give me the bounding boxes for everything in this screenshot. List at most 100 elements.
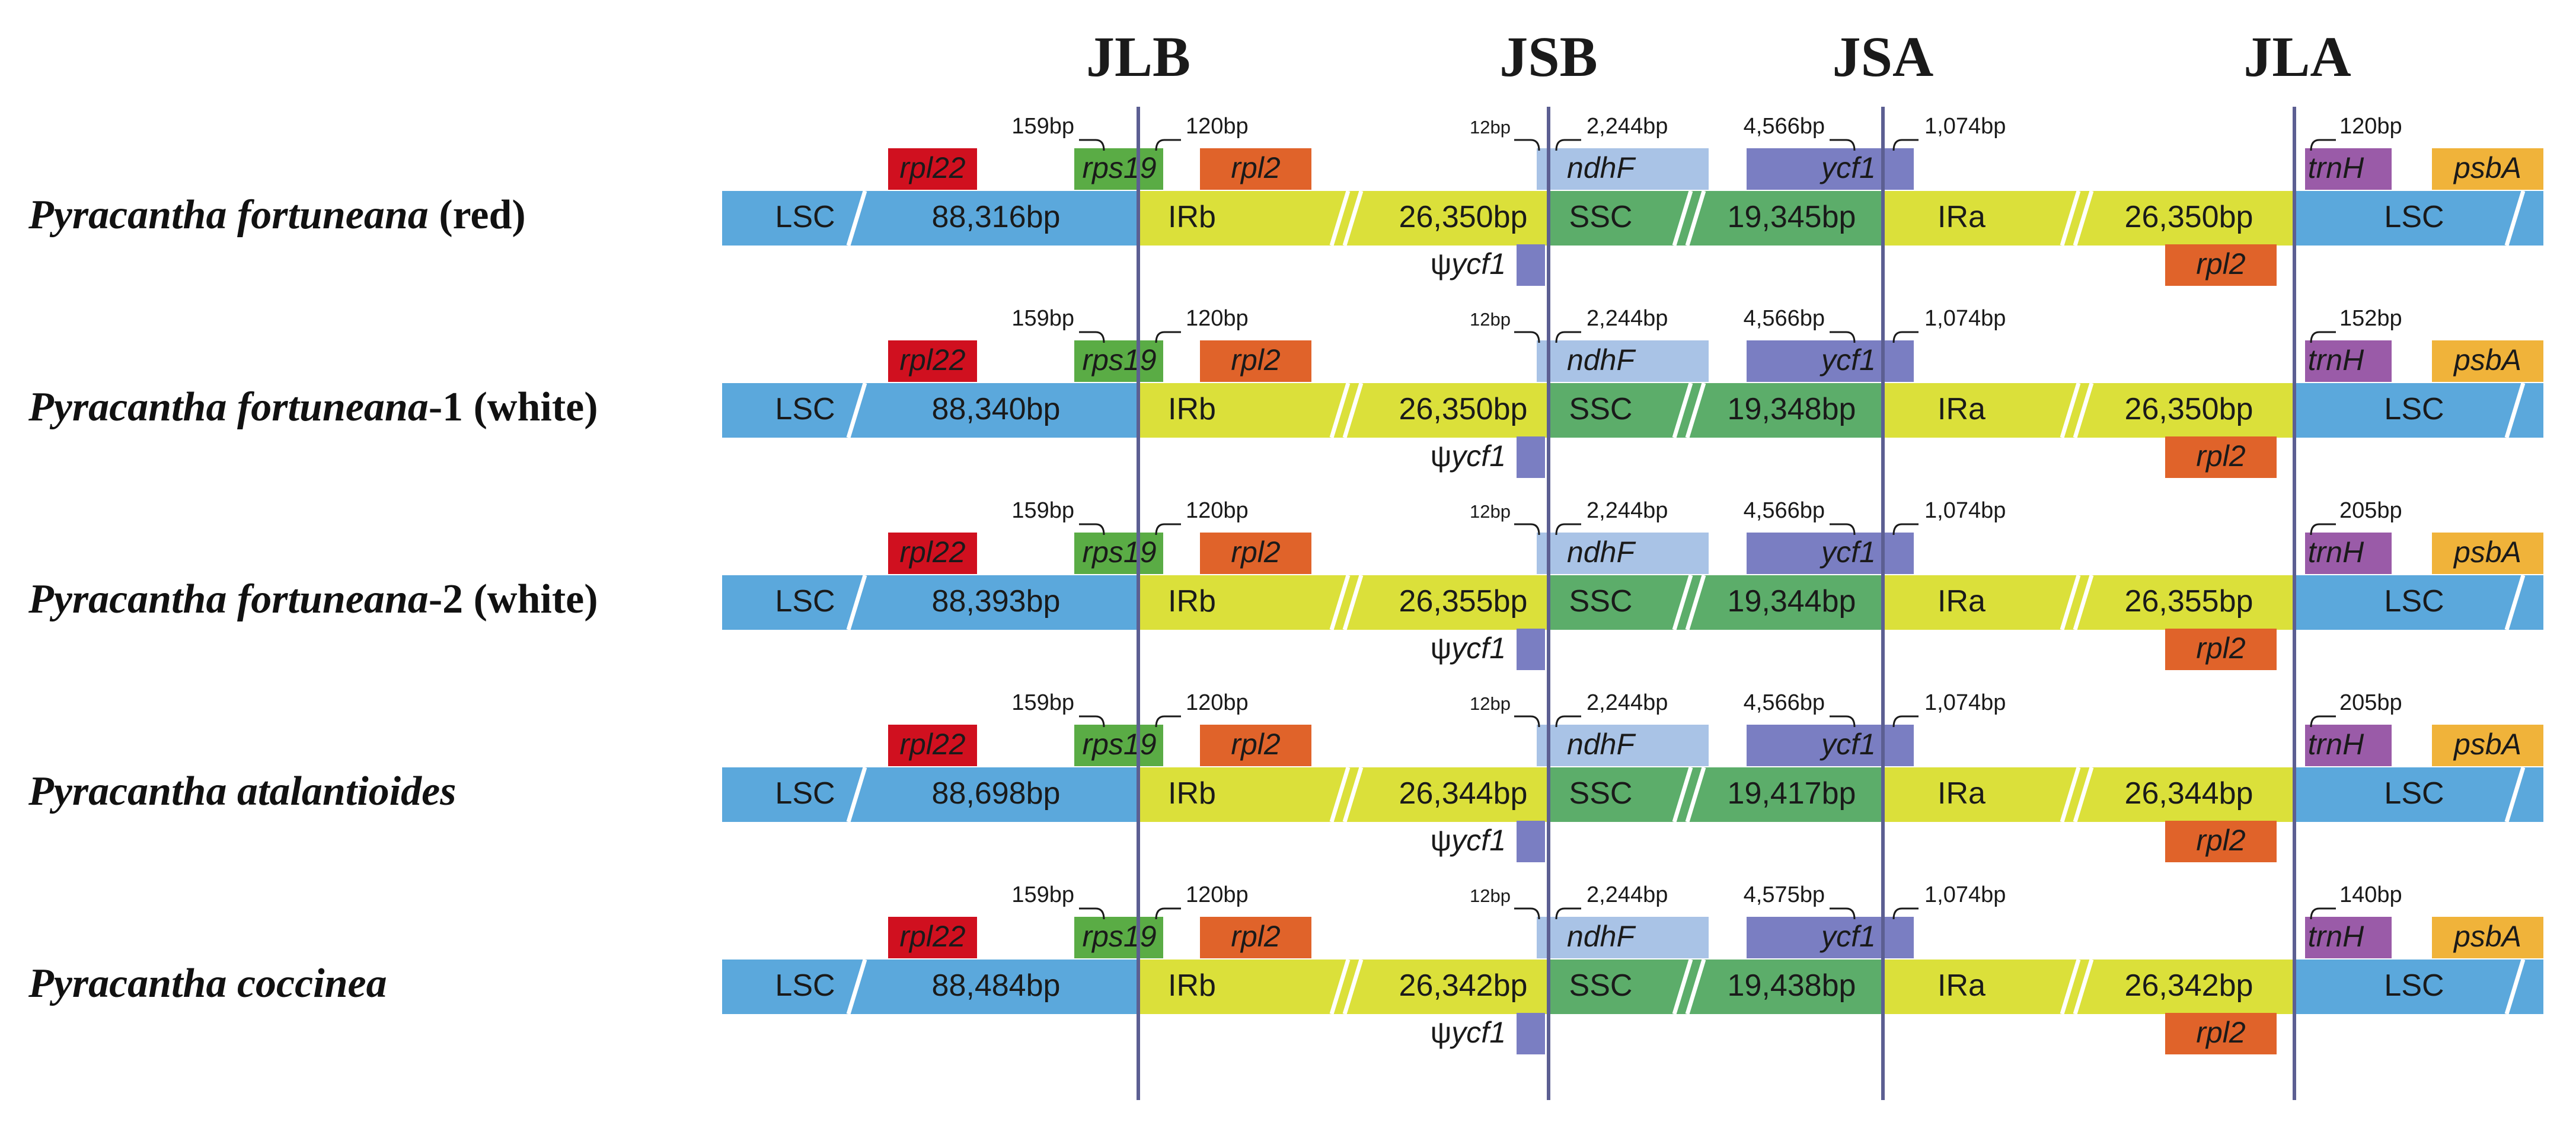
species-row-2: Pyracantha fortuneana-1 (white) LSC 88,340… [28, 306, 2543, 478]
rps19-bracket [1079, 715, 1105, 728]
gene-ndhF-label: ndhF [1567, 343, 1636, 377]
lsc-break-mark [846, 190, 867, 247]
ira-length: 26,342bp [2125, 968, 2253, 1003]
psi-symbol: ψ [1431, 439, 1452, 473]
irb-length: 26,350bp [1399, 200, 1528, 234]
gene-psi-ycf1-label: ψycf1 [1431, 439, 1506, 473]
gene-rpl2-lower-box [2165, 1013, 2277, 1054]
lsc-length: 88,698bp [932, 776, 1061, 811]
ira-length: 26,350bp [2125, 392, 2253, 426]
irb-break-mark-a [1329, 958, 1351, 1015]
ssc-length: 19,438bp [1728, 968, 1856, 1003]
ira-label: IRa [1937, 968, 1986, 1003]
lsc-label: LSC [775, 584, 835, 619]
ira-break-mark-b [2073, 190, 2094, 247]
ycf1-bracket [1830, 715, 1856, 728]
rpl2-distance: 120bp [1186, 306, 1249, 331]
lsc-right-segment [2294, 191, 2543, 246]
lsc-label: LSC [775, 392, 835, 426]
irb-length: 26,355bp [1399, 584, 1528, 619]
ira-label: IRa [1937, 200, 1986, 234]
gene-psi-ycf1-label: ψycf1 [1431, 1016, 1506, 1049]
species-row-4: Pyracantha atalantioides LSC 88,698bp IRb 26… [28, 690, 2543, 862]
gene-ndhF-box [1537, 148, 1709, 190]
gene-ycf1-box [1747, 148, 1914, 190]
rpl2-bracket [1155, 907, 1181, 920]
rps19-distance: 159bp [1011, 882, 1074, 907]
ycf1-length: 4,566bp [1744, 114, 1825, 139]
psi-ycf1-gene: ycf1 [1450, 247, 1506, 280]
ndhF-bracket [1555, 139, 1581, 151]
lsc-right-break-mark [2504, 190, 2526, 247]
ira-length: 26,344bp [2125, 776, 2253, 811]
ira-break-mark-a [2060, 574, 2081, 631]
rps19-bracket [1079, 331, 1105, 343]
ssc-label: SSC [1569, 776, 1633, 811]
psi-ycf1-gene: ycf1 [1450, 632, 1506, 665]
ssc-break-mark-b [1685, 766, 1706, 823]
lsc-break-mark [846, 574, 867, 631]
species-name-suffix: -1 (white) [429, 384, 598, 430]
gene-rpl22-label: rpl22 [899, 920, 965, 953]
gene-rps19-label: rps19 [1082, 343, 1156, 377]
irb-length: 26,342bp [1399, 968, 1528, 1003]
irb-label: IRb [1168, 584, 1216, 619]
gene-psbA-box [2432, 725, 2543, 766]
ndhF-bracket [1555, 331, 1581, 343]
junction-label-jsb: JSB [1499, 25, 1597, 88]
irb-label: IRb [1168, 200, 1216, 234]
rps19-distance: 159bp [1011, 690, 1074, 715]
ycf1-ira-distance: 1,074bp [1924, 498, 2006, 523]
gene-ndhF-box [1537, 725, 1709, 766]
ndhF-bracket [1555, 907, 1581, 920]
lsc-left-segment [722, 767, 1138, 822]
ssc-length: 19,344bp [1728, 584, 1856, 619]
lsc-label: LSC [775, 200, 835, 234]
gene-rpl2-label: rpl2 [1231, 920, 1281, 953]
gene-psbA-label: psbA [2453, 920, 2521, 953]
gene-rpl2-box [1200, 533, 1311, 574]
ira-break-mark-b [2073, 382, 2094, 439]
ycf1-ssc-bracket [1514, 139, 1540, 151]
gene-rpl22-box [888, 533, 977, 574]
gene-rpl22-label: rpl22 [899, 343, 965, 377]
rpl2-bracket [1155, 139, 1181, 151]
ycf1-length: 4,575bp [1744, 882, 1825, 907]
gene-psi-ycf1-box [1517, 821, 1545, 862]
gene-rps19-label: rps19 [1082, 151, 1156, 184]
gene-rps19-box [1074, 340, 1163, 382]
lsc-right-label: LSC [2384, 392, 2444, 426]
rpl2-distance: 120bp [1186, 882, 1249, 907]
gene-rpl22-box [888, 148, 977, 190]
ssc-length: 19,348bp [1728, 392, 1856, 426]
trnH-bracket [2310, 523, 2336, 536]
ira-break-mark-a [2060, 766, 2081, 823]
ycf1-ssc-distance: 12bp [1470, 501, 1511, 522]
ira-break-mark-b [2073, 958, 2094, 1015]
lsc-length: 88,484bp [932, 968, 1061, 1003]
lsc-right-break-mark [2504, 382, 2526, 439]
lsc-right-segment [2294, 767, 2543, 822]
gene-rps19-box [1074, 148, 1163, 190]
gene-ycf1-box [1747, 725, 1914, 766]
ssc-length: 19,345bp [1728, 200, 1856, 234]
ssc-break-mark-a [1672, 766, 1693, 823]
ndhF-length: 2,244bp [1587, 498, 1668, 523]
ycf1-ira-distance: 1,074bp [1924, 690, 2006, 715]
irb-label: IRb [1168, 392, 1216, 426]
ycf1-ira-bracket [1892, 523, 1919, 536]
gene-psi-ycf1-box [1517, 244, 1545, 286]
trnH-distance: 152bp [2339, 306, 2402, 331]
gene-rpl2-lower-box [2165, 244, 2277, 286]
gene-rps19-box [1074, 917, 1163, 958]
gene-ycf1-box [1747, 917, 1914, 958]
gene-ycf1-label: ycf1 [1820, 920, 1876, 953]
irb-break-mark-a [1329, 382, 1351, 439]
gene-ndhF-box [1537, 917, 1709, 958]
ndhF-length: 2,244bp [1587, 690, 1668, 715]
species-name-italic: Pyracantha atalantioides [28, 769, 456, 814]
lsc-right-break-mark [2504, 574, 2526, 631]
gene-rpl2-lower-label: rpl2 [2196, 439, 2246, 473]
ssc-break-mark-a [1672, 190, 1693, 247]
rpl2-distance: 120bp [1186, 690, 1249, 715]
